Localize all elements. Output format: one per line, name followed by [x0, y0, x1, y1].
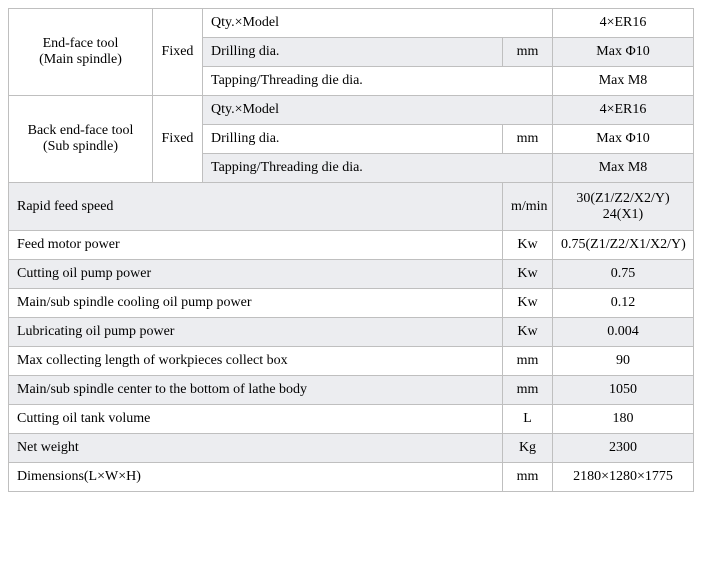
fixed-cell: Fixed	[153, 96, 203, 183]
table-row: End-face tool (Main spindle) Fixed Qty.×…	[9, 9, 694, 38]
unit-cell: Kw	[503, 260, 553, 289]
value-cell: 1050	[553, 376, 694, 405]
param-cell: Drilling dia.	[203, 125, 503, 154]
value-cell: 0.12	[553, 289, 694, 318]
param-cell: Qty.×Model	[203, 9, 553, 38]
param-cell: Rapid feed speed	[9, 183, 503, 231]
unit-cell: mm	[503, 463, 553, 492]
unit-cell: mm	[503, 38, 553, 67]
fixed-cell: Fixed	[153, 9, 203, 96]
unit-cell: Kg	[503, 434, 553, 463]
value-cell: 2300	[553, 434, 694, 463]
param-cell: Cutting oil pump power	[9, 260, 503, 289]
value-cell: 0.75(Z1/Z2/X1/X2/Y)	[553, 231, 694, 260]
unit-cell: mm	[503, 376, 553, 405]
param-cell: Max collecting length of workpieces coll…	[9, 347, 503, 376]
unit-cell: mm	[503, 347, 553, 376]
unit-cell: Kw	[503, 289, 553, 318]
value-cell: 180	[553, 405, 694, 434]
value-cell: Max M8	[553, 154, 694, 183]
table-row: Cutting oil tank volume L 180	[9, 405, 694, 434]
value-cell: Max Φ10	[553, 125, 694, 154]
param-cell: Cutting oil tank volume	[9, 405, 503, 434]
value-cell: 90	[553, 347, 694, 376]
param-cell: Main/sub spindle center to the bottom of…	[9, 376, 503, 405]
param-cell: Net weight	[9, 434, 503, 463]
value-cell: 0.75	[553, 260, 694, 289]
table-row: Rapid feed speed m/min 30(Z1/Z2/X2/Y) 24…	[9, 183, 694, 231]
category-cell: Back end-face tool (Sub spindle)	[9, 96, 153, 183]
table-row: Net weight Kg 2300	[9, 434, 694, 463]
value-cell: Max M8	[553, 67, 694, 96]
unit-cell: m/min	[503, 183, 553, 231]
unit-cell: Kw	[503, 318, 553, 347]
table-row: Dimensions(L×W×H) mm 2180×1280×1775	[9, 463, 694, 492]
unit-cell: mm	[503, 125, 553, 154]
table-row: Main/sub spindle cooling oil pump power …	[9, 289, 694, 318]
value-cell: 0.004	[553, 318, 694, 347]
param-cell: Main/sub spindle cooling oil pump power	[9, 289, 503, 318]
param-cell: Tapping/Threading die dia.	[203, 154, 553, 183]
param-cell: Feed motor power	[9, 231, 503, 260]
value-cell: 30(Z1/Z2/X2/Y) 24(X1)	[553, 183, 694, 231]
value-cell: Max Φ10	[553, 38, 694, 67]
spec-table: End-face tool (Main spindle) Fixed Qty.×…	[8, 8, 694, 492]
table-row: Main/sub spindle center to the bottom of…	[9, 376, 694, 405]
table-row: Back end-face tool (Sub spindle) Fixed Q…	[9, 96, 694, 125]
table-row: Max collecting length of workpieces coll…	[9, 347, 694, 376]
table-row: Lubricating oil pump power Kw 0.004	[9, 318, 694, 347]
unit-cell: L	[503, 405, 553, 434]
param-cell: Lubricating oil pump power	[9, 318, 503, 347]
category-cell: End-face tool (Main spindle)	[9, 9, 153, 96]
param-cell: Dimensions(L×W×H)	[9, 463, 503, 492]
value-cell: 4×ER16	[553, 96, 694, 125]
unit-cell: Kw	[503, 231, 553, 260]
param-cell: Tapping/Threading die dia.	[203, 67, 553, 96]
param-cell: Qty.×Model	[203, 96, 553, 125]
param-cell: Drilling dia.	[203, 38, 503, 67]
table-row: Cutting oil pump power Kw 0.75	[9, 260, 694, 289]
value-cell: 2180×1280×1775	[553, 463, 694, 492]
table-row: Feed motor power Kw 0.75(Z1/Z2/X1/X2/Y)	[9, 231, 694, 260]
value-cell: 4×ER16	[553, 9, 694, 38]
spec-table-body: End-face tool (Main spindle) Fixed Qty.×…	[9, 9, 694, 492]
